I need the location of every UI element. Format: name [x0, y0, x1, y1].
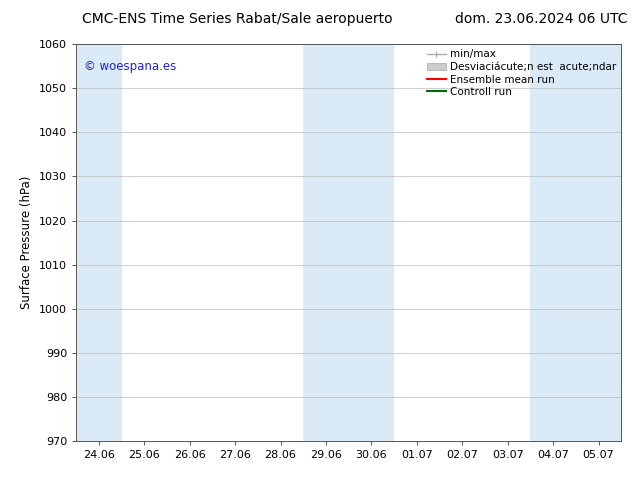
- Legend: min/max, Desviaciácute;n est  acute;ndar, Ensemble mean run, Controll run: min/max, Desviaciácute;n est acute;ndar,…: [424, 46, 619, 100]
- Text: dom. 23.06.2024 06 UTC: dom. 23.06.2024 06 UTC: [455, 12, 628, 26]
- Bar: [76, 44, 122, 441]
- Y-axis label: Surface Pressure (hPa): Surface Pressure (hPa): [20, 176, 34, 309]
- Text: © woespana.es: © woespana.es: [84, 60, 176, 73]
- Bar: [531, 44, 576, 441]
- Bar: [576, 44, 621, 441]
- Bar: [349, 44, 394, 441]
- Bar: [303, 44, 349, 441]
- Text: CMC-ENS Time Series Rabat/Sale aeropuerto: CMC-ENS Time Series Rabat/Sale aeropuert…: [82, 12, 393, 26]
